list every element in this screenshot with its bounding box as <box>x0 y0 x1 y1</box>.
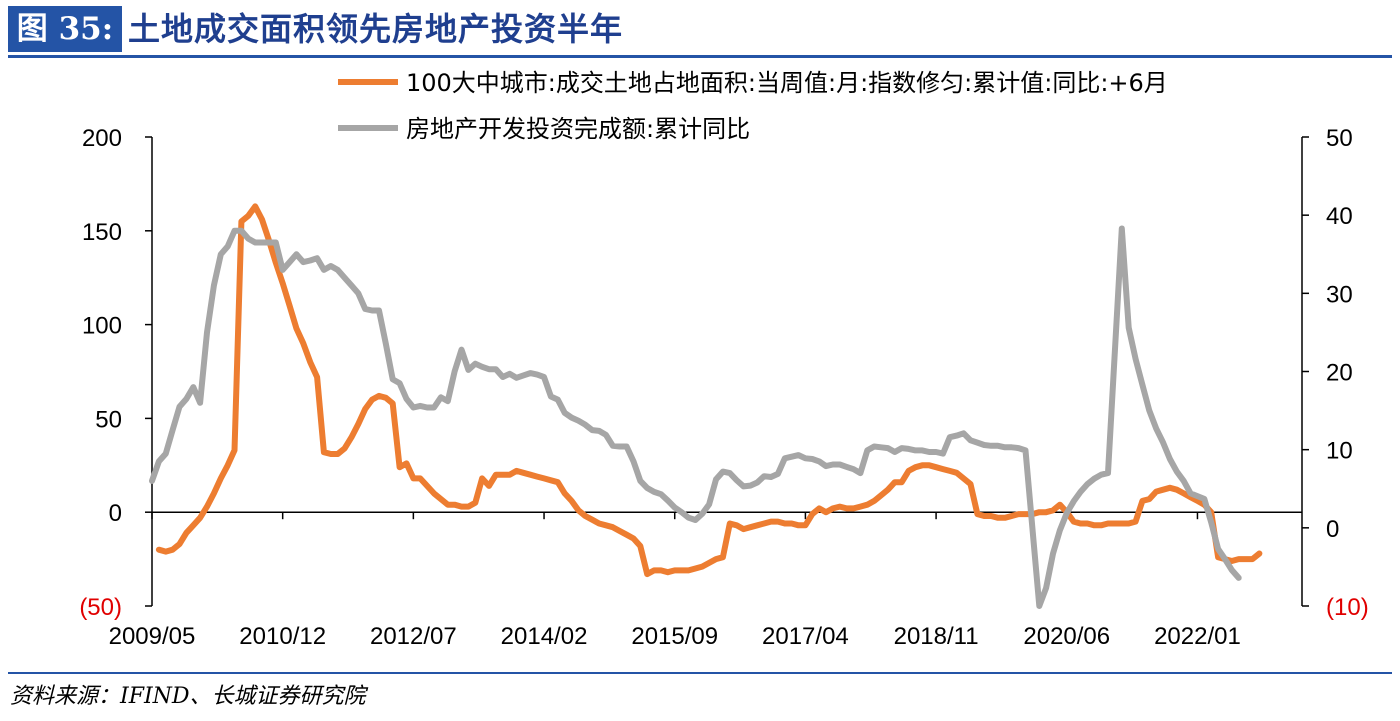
right-y-tick-label: 40 <box>1326 203 1353 230</box>
right-y-tick-label: 20 <box>1326 360 1353 387</box>
x-tick-label: 2017/04 <box>762 623 849 650</box>
legend-label-investment: 房地产开发投资完成额:累计同比 <box>406 115 750 143</box>
line-chart: 100大中城市:成交土地占地面积:当周值:月:指数修匀:累计值:同比:+6月房地… <box>79 69 1368 650</box>
left-y-tick-label: 0 <box>109 500 122 527</box>
chart-series <box>149 203 1263 609</box>
land-area-series-line <box>155 203 1263 578</box>
chart-legend: 100大中城市:成交土地占地面积:当周值:月:指数修匀:累计值:同比:+6月房地… <box>338 69 1168 143</box>
left-y-tick-label: 50 <box>95 406 122 433</box>
x-tick-label: 2014/02 <box>501 623 588 650</box>
left-y-tick-label: 200 <box>82 125 122 152</box>
legend-label-land-area: 100大中城市:成交土地占地面积:当周值:月:指数修匀:累计值:同比:+6月 <box>406 69 1168 97</box>
x-tick-label: 2020/06 <box>1023 623 1110 650</box>
x-tick-label: 2010/12 <box>239 623 326 650</box>
left-y-tick-label: (50) <box>79 594 122 621</box>
x-tick-label: 2009/05 <box>109 623 196 650</box>
chart-axes: (50) 0 50 100 150 200 (10) 0 10 20 30 40 50 2009/05 20… <box>79 125 1368 650</box>
left-y-tick-label: 100 <box>82 313 122 340</box>
x-tick-label: 2018/11 <box>894 623 979 650</box>
right-y-tick-label: 0 <box>1326 516 1339 543</box>
x-tick-label: 2015/09 <box>631 623 718 650</box>
figure-header: 图 35: 土地成交面积领先房地产投资半年 <box>8 6 1392 52</box>
right-y-tick-label: 10 <box>1326 438 1353 465</box>
x-tick-label: 2022/01 <box>1154 623 1241 650</box>
right-y-tick-label: 30 <box>1326 281 1353 308</box>
left-y-tick-label: 150 <box>82 219 122 246</box>
x-tick-label: 2012/07 <box>370 623 457 650</box>
source-note: 资料来源：IFIND、长城证券研究院 <box>10 684 366 709</box>
header-rule <box>8 55 1392 58</box>
footer-rule <box>8 672 1392 674</box>
figure-title: 土地成交面积领先房地产投资半年 <box>128 10 624 48</box>
right-y-tick-label: (10) <box>1326 594 1369 621</box>
right-y-tick-label: 50 <box>1326 125 1353 152</box>
figure-number-badge: 图 35: <box>8 6 122 52</box>
investment-series-line <box>149 225 1242 609</box>
